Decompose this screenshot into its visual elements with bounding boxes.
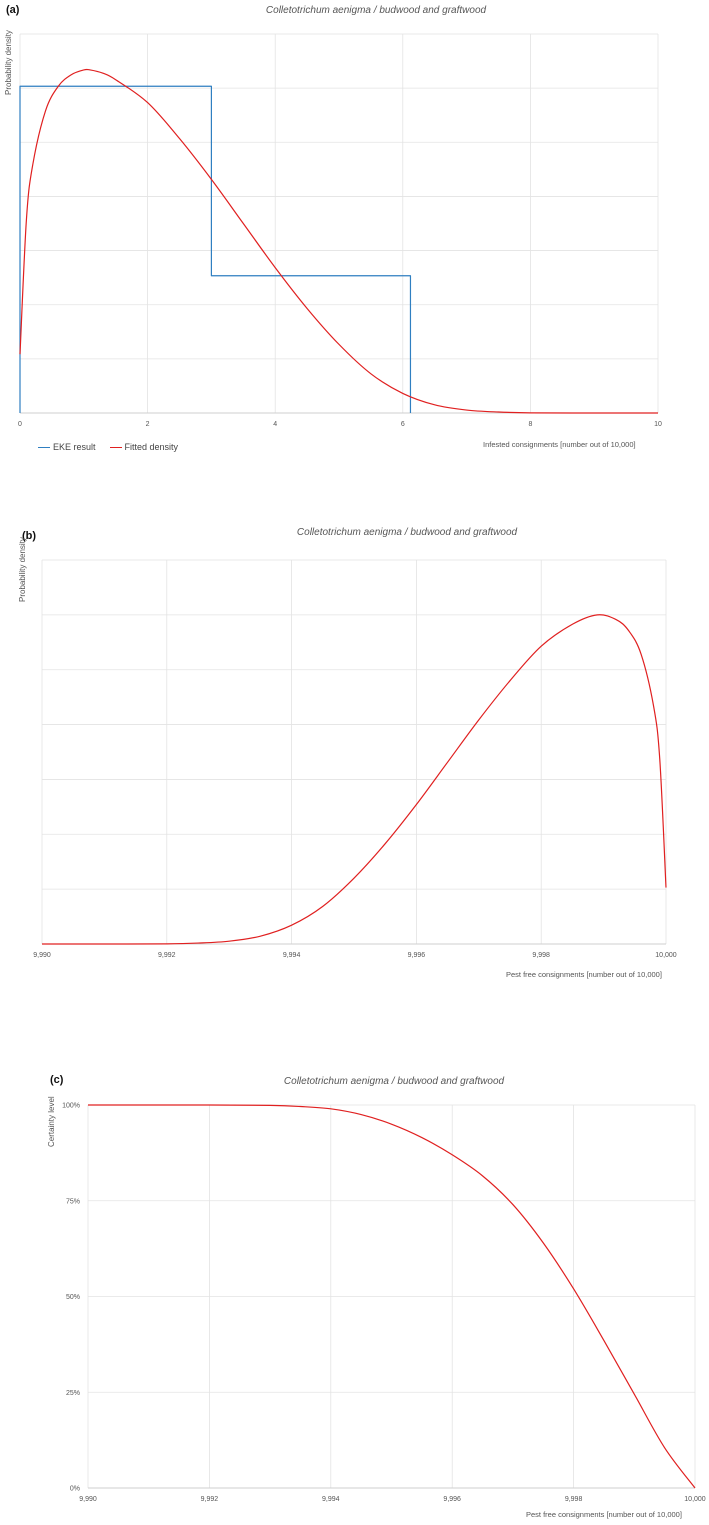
x-tick-label: 8	[528, 421, 532, 428]
legend-label-fitted: Fitted density	[124, 442, 179, 452]
x-tick-label: 2	[146, 421, 150, 428]
x-tick-label: 9,996	[408, 952, 426, 959]
series-line-fitted-c	[87, 1104, 696, 1489]
x-tick-label: 4	[273, 421, 277, 428]
x-tick-label: 10,000	[655, 952, 677, 959]
legend-swatch-eke	[38, 446, 50, 448]
y-tick-label: 0%	[70, 1486, 80, 1493]
x-tick-label: 9,992	[158, 952, 176, 959]
chart-panel-a: (a) Colletotrichum aenigma / budwood and…	[0, 0, 709, 465]
chart-plot-b: 9,990 9,992 9,994 9,996 9,998 10,000	[33, 559, 677, 959]
series-line-eke-result-a	[19, 85, 412, 413]
x-tick-label: 9,992	[201, 1496, 219, 1503]
y-tick-label: 75%	[66, 1198, 80, 1205]
x-tick-label: 0	[18, 421, 22, 428]
legend-item-eke: EKE result	[38, 442, 96, 452]
x-tick-label: 9,998	[532, 952, 550, 959]
x-tick-label: 9,994	[283, 952, 301, 959]
panel-label-a: (a)	[6, 4, 20, 16]
x-tick-label: 6	[401, 421, 405, 428]
legend-label-eke: EKE result	[53, 442, 96, 452]
panel-label-c: (c)	[50, 1074, 64, 1086]
x-tick-label: 9,994	[322, 1496, 340, 1503]
x-tick-label: 9,998	[565, 1496, 583, 1503]
chart-plot-a: 0 2 4 6 8 10	[18, 33, 662, 428]
y-tick-label: 50%	[66, 1294, 80, 1301]
series-line-fitted-density-a	[19, 68, 659, 414]
chart-title-c: Colletotrichum aenigma / budwood and gra…	[283, 1076, 505, 1087]
chart-panel-b: (b) Colletotrichum aenigma / budwood and…	[0, 515, 709, 985]
legend-item-fitted: Fitted density	[109, 442, 179, 452]
x-axis-label-a: Infested consignments [number out of 10,…	[483, 440, 636, 449]
chart-title-a: Colletotrichum aenigma / budwood and gra…	[265, 5, 487, 16]
chart-plot-c: 9,990 9,992 9,994 9,996 9,998 10,000 0% 25% 50% 7…	[62, 1103, 706, 1504]
x-tick-label: 9,990	[33, 952, 51, 959]
x-tick-label: 10,000	[684, 1496, 706, 1503]
x-tick-label: 9,996	[443, 1496, 461, 1503]
x-tick-label: 10	[654, 421, 662, 428]
legend-swatch-fitted	[109, 446, 122, 448]
y-tick-label: 100%	[62, 1103, 80, 1110]
y-tick-label: 25%	[66, 1390, 80, 1397]
panel-label-b: (b)	[22, 530, 37, 542]
chart-panel-c: (c) Colletotrichum aenigma / budwood and…	[0, 1062, 709, 1525]
x-axis-label-c: Pest free consignments [number out of 10…	[526, 1510, 682, 1519]
chart-title-b: Colletotrichum aenigma / budwood and gra…	[296, 527, 518, 538]
x-axis-label-b: Pest free consignments [number out of 10…	[506, 970, 662, 979]
x-tick-label: 9,990	[79, 1496, 97, 1503]
chart-legend-a: EKE result Fitted density	[38, 442, 188, 452]
series-line-fitted-b	[41, 614, 667, 945]
